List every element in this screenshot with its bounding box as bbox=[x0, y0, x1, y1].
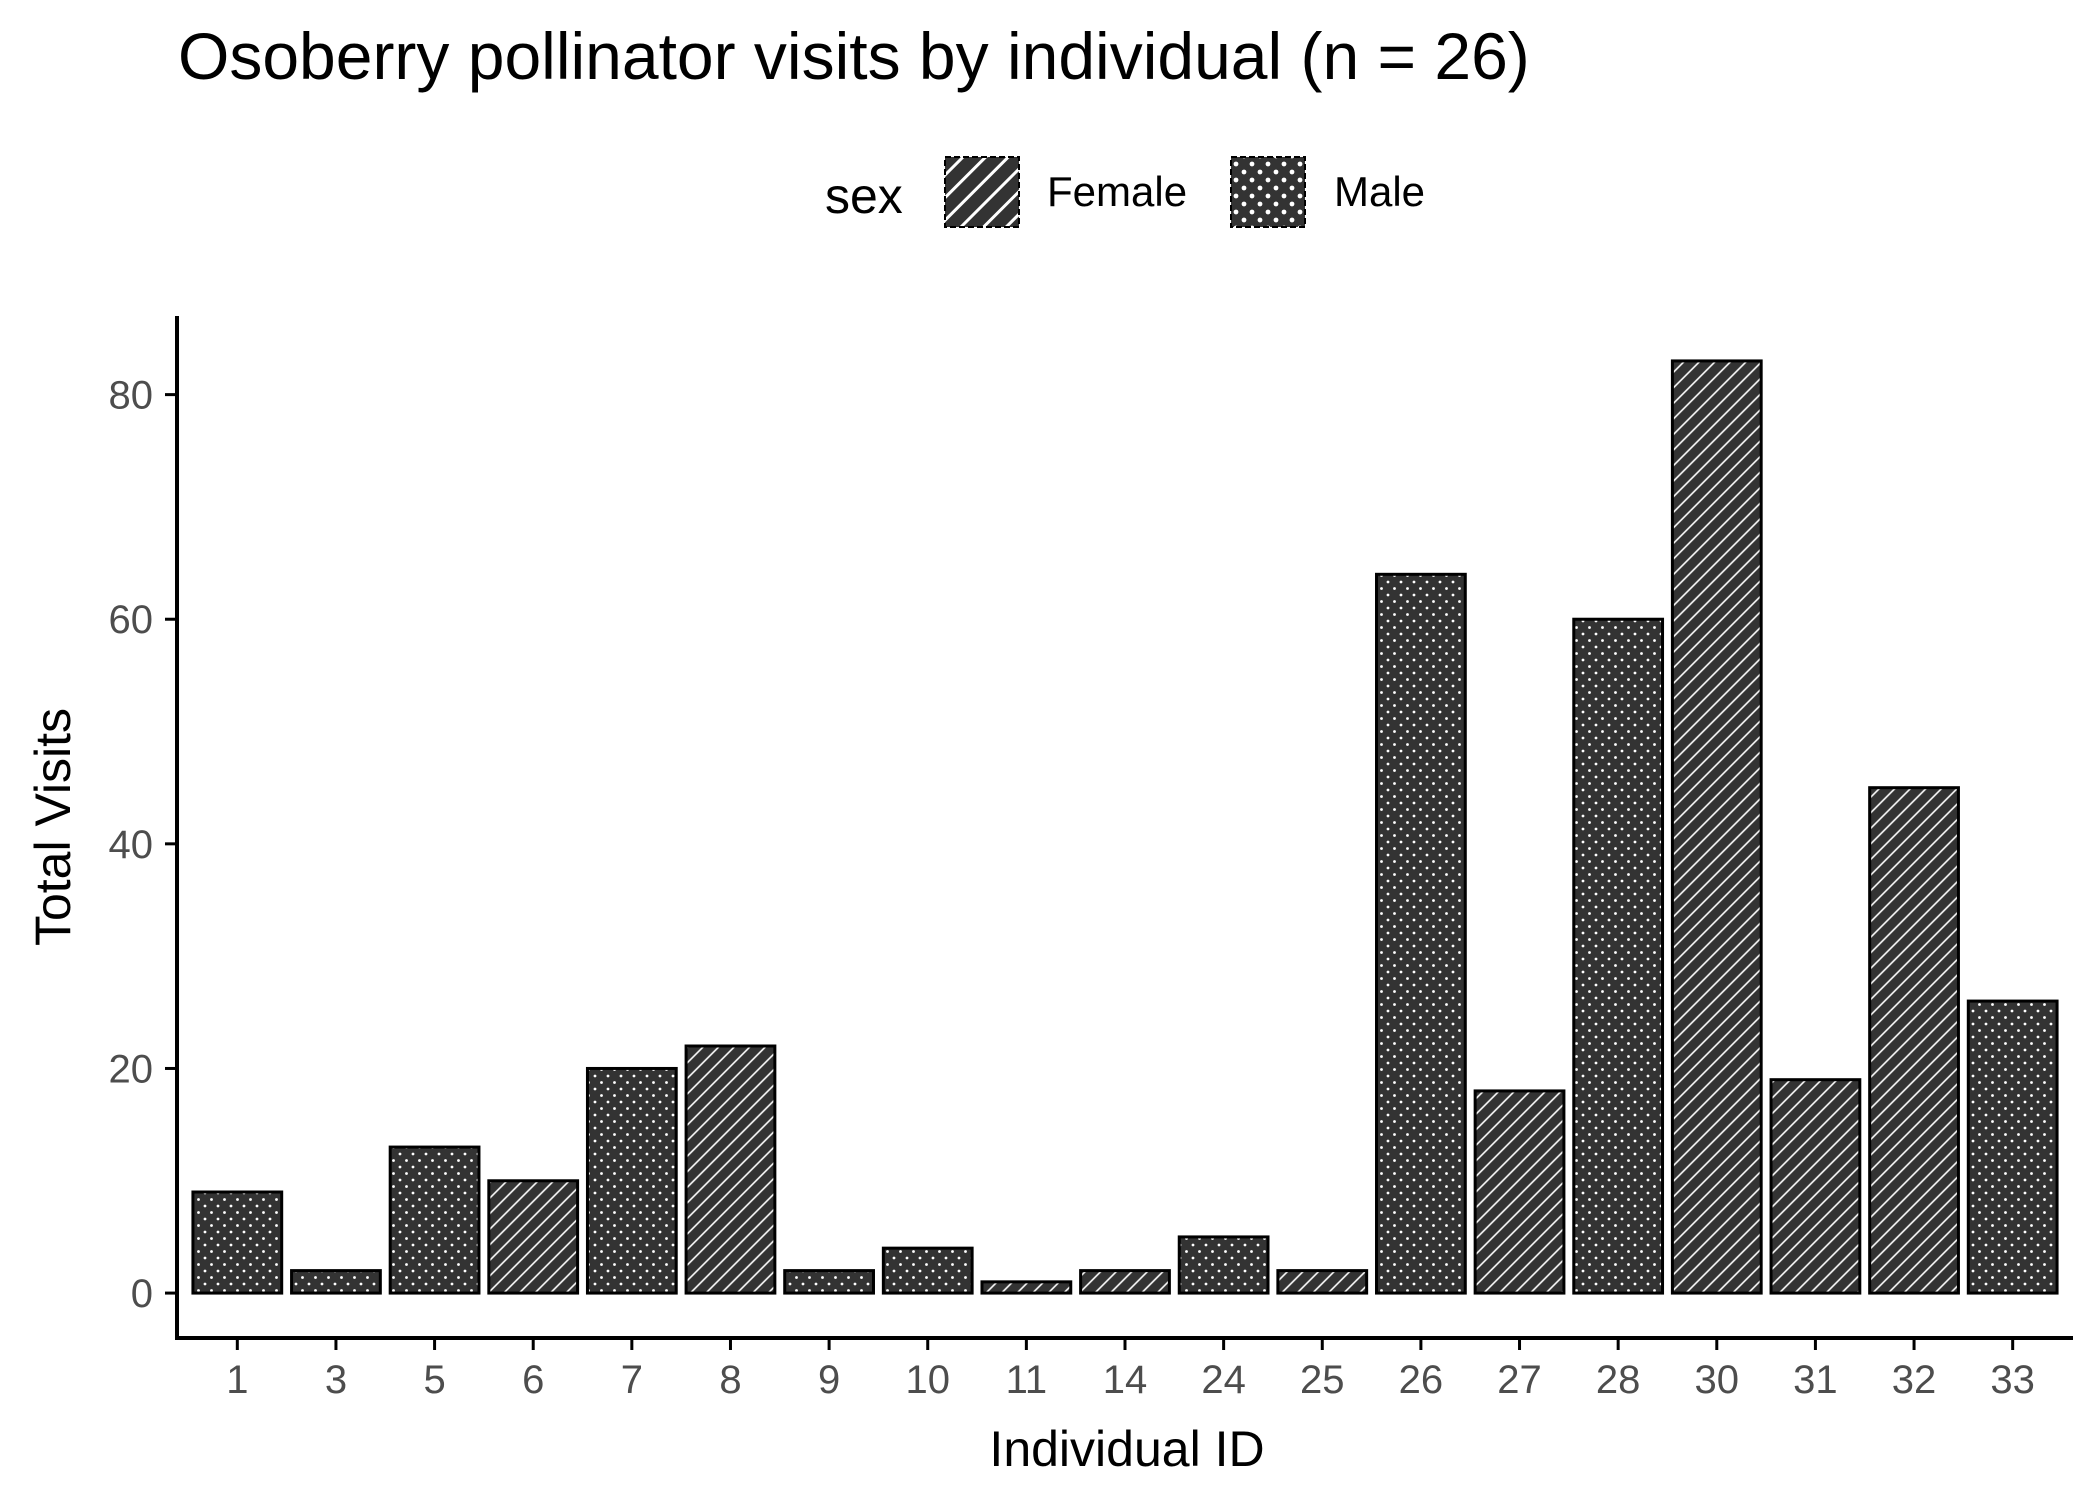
y-tick-label: 20 bbox=[109, 1047, 154, 1091]
legend: sex Female Male bbox=[825, 156, 1425, 228]
x-ticks: 1 3 5 6 7 8 9 10 11 14 24 25 26 27 28 30 31 32 33 bbox=[226, 1338, 2035, 1402]
x-tick-label: 27 bbox=[1497, 1358, 1542, 1402]
y-tick-label: 80 bbox=[109, 374, 154, 418]
bar-26 bbox=[1375, 572, 1467, 1295]
bar-30 bbox=[1670, 359, 1763, 1295]
legend-key-male bbox=[1230, 156, 1306, 228]
y-tick-label: 0 bbox=[131, 1272, 153, 1316]
x-tick-label: 3 bbox=[325, 1358, 347, 1402]
bar-25 bbox=[1276, 1269, 1369, 1295]
bar-28 bbox=[1572, 617, 1665, 1295]
x-tick-label: 31 bbox=[1793, 1358, 1838, 1402]
bar-14 bbox=[1079, 1269, 1171, 1295]
x-tick-label: 28 bbox=[1596, 1358, 1641, 1402]
y-ticks: 0 20 40 60 80 bbox=[109, 374, 177, 1316]
x-tick-label: 11 bbox=[1006, 1358, 1048, 1402]
legend-key-female bbox=[944, 156, 1020, 228]
x-tick-label: 9 bbox=[818, 1358, 840, 1402]
bar-3 bbox=[290, 1269, 382, 1295]
bar-11 bbox=[980, 1280, 1073, 1295]
bar-1 bbox=[191, 1190, 284, 1295]
x-tick-label: 7 bbox=[621, 1358, 643, 1402]
x-tick-label: 8 bbox=[719, 1358, 741, 1402]
legend-label-female: Female bbox=[1047, 168, 1187, 215]
legend-title: sex bbox=[825, 168, 903, 224]
chart-title: Osoberry pollinator visits by individual… bbox=[178, 19, 1530, 93]
bar-8 bbox=[684, 1044, 777, 1295]
x-tick-label: 32 bbox=[1892, 1358, 1937, 1402]
x-tick-label: 33 bbox=[1990, 1358, 2035, 1402]
x-tick-label: 1 bbox=[226, 1358, 248, 1402]
x-tick-label: 14 bbox=[1103, 1358, 1148, 1402]
x-tick-label: 6 bbox=[522, 1358, 544, 1402]
x-axis-title: Individual ID bbox=[989, 1421, 1264, 1477]
bar-31 bbox=[1769, 1078, 1862, 1295]
x-tick-label: 30 bbox=[1695, 1358, 1740, 1402]
y-tick-label: 40 bbox=[109, 823, 154, 867]
bar-6 bbox=[487, 1179, 580, 1295]
y-tick-label: 60 bbox=[109, 598, 154, 642]
x-tick-label: 5 bbox=[423, 1358, 445, 1402]
legend-label-male: Male bbox=[1334, 168, 1425, 215]
bar-7 bbox=[585, 1066, 678, 1295]
x-tick-label: 24 bbox=[1201, 1358, 1246, 1402]
bar-33 bbox=[1966, 999, 2059, 1295]
x-tick-label: 10 bbox=[905, 1358, 950, 1402]
x-tick-label: 26 bbox=[1399, 1358, 1444, 1402]
bar-27 bbox=[1473, 1089, 1566, 1295]
bar-24 bbox=[1177, 1235, 1270, 1295]
bar-5 bbox=[388, 1145, 481, 1295]
bars bbox=[191, 359, 2059, 1295]
x-tick-label: 25 bbox=[1300, 1358, 1345, 1402]
bar-32 bbox=[1868, 786, 1960, 1295]
bar-9 bbox=[783, 1269, 875, 1295]
y-axis-title: Total Visits bbox=[25, 708, 81, 946]
bar-10 bbox=[881, 1246, 974, 1295]
